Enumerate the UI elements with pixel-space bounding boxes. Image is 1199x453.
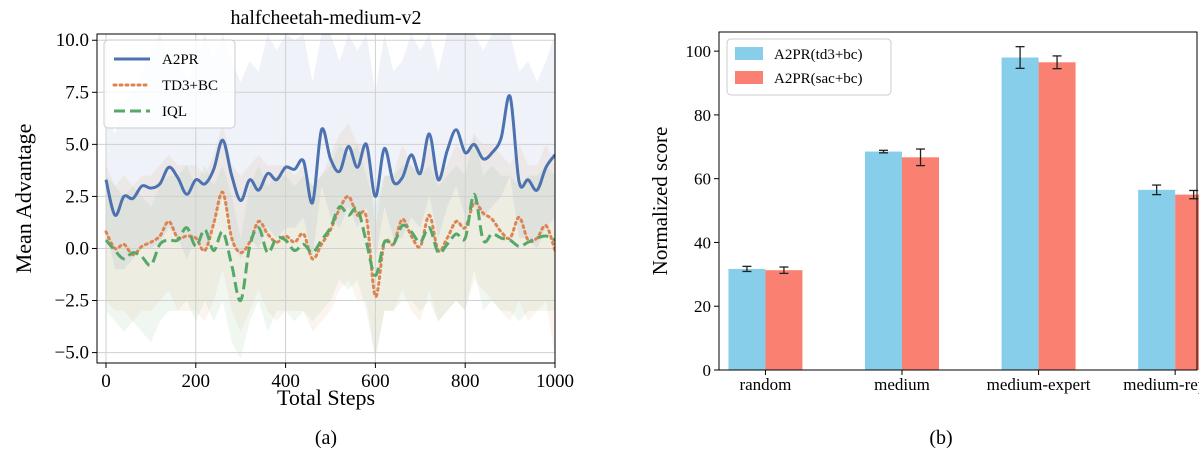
bar-0-0 [728, 268, 766, 370]
band-2 [106, 133, 555, 359]
x-ticks-b: random medium medium-expert medium-replay [739, 370, 1199, 394]
category-label: random [739, 375, 791, 394]
confidence-bands [106, 34, 555, 359]
y-tick-label: 100 [686, 42, 712, 61]
series-lines [104, 94, 555, 303]
legend-b: A2PR(td3+bc) A2PR(sac+bc) [726, 38, 892, 96]
y-axis-label-a: Mean Advantage [11, 124, 36, 274]
y-tick-label: 10.0 [56, 30, 89, 51]
chart-title-a: halfcheetah-medium-v2 [230, 7, 421, 29]
legend-label-0: A2PR [162, 52, 199, 68]
y-tick-label: 0 [703, 361, 712, 380]
y-tick-label: −5.0 [55, 343, 89, 364]
y-axis-label-b: Normalized score [648, 127, 672, 276]
x-tick-label: 600 [361, 371, 390, 392]
x-tick-label: 0 [101, 371, 111, 392]
bar-1-2 [1038, 62, 1076, 371]
y-tick-label: 40 [694, 233, 711, 252]
bar-0-3 [1138, 189, 1176, 370]
x-tick-label: 1000 [536, 371, 574, 392]
bar-1-0 [765, 270, 803, 370]
y-ticks-b: 0 20 40 60 80 100 [686, 42, 719, 380]
caption-a: (a) [315, 427, 337, 449]
bar-1-3 [1175, 194, 1199, 370]
legend-label-0: A2PR(td3+bc) [774, 47, 862, 63]
y-ticks-a: −5.0 −2.5 0.0 2.5 5.0 7.5 10.0 [55, 30, 97, 364]
y-tick-label: 60 [694, 170, 711, 189]
panel-a: 0 200 400 600 800 1000 −5.0 −2.5 0.0 2.5 5.0 7.5 10… [11, 7, 574, 449]
caption-b: (b) [929, 427, 952, 449]
x-tick-label: 400 [271, 371, 300, 392]
x-ticks-a: 0 200 400 600 800 1000 [101, 363, 574, 392]
series-line-0 [104, 94, 555, 217]
x-axis-label-a: Total Steps [277, 385, 375, 410]
y-tick-label: 5.0 [65, 134, 89, 155]
x-tick-label: 800 [451, 371, 480, 392]
legend-label-1: TD3+BC [162, 78, 218, 94]
bar-0-1 [865, 151, 903, 370]
legend-label-2: IQL [162, 104, 187, 120]
bar-1-1 [902, 157, 940, 370]
bars [728, 57, 1199, 371]
legend-a: A2PR TD3+BC IQL [103, 39, 236, 129]
plot-frame-a [96, 33, 556, 364]
panel-b: random medium medium-expert medium-replay 0… [648, 31, 1199, 449]
legend-box [103, 39, 236, 129]
legend-label-1: A2PR(sac+bc) [774, 71, 862, 87]
legend-box [726, 38, 892, 96]
y-tick-label: 7.5 [65, 82, 89, 103]
category-label: medium [874, 375, 930, 394]
y-tick-label: 0.0 [65, 238, 89, 259]
series-line-2 [104, 192, 555, 303]
y-tick-label: 20 [694, 297, 711, 316]
plot-frame-b [718, 31, 1198, 371]
y-tick-label: −2.5 [55, 291, 89, 312]
category-label: medium-replay [1123, 375, 1199, 394]
y-tick-label: 2.5 [65, 186, 89, 207]
legend-swatch-1 [735, 71, 763, 84]
legend-swatch-0 [735, 47, 763, 60]
x-tick-label: 200 [182, 371, 211, 392]
category-label: medium-expert [987, 375, 1091, 394]
y-tick-label: 80 [694, 106, 711, 125]
band-1 [106, 123, 555, 359]
bar-0-2 [1001, 57, 1039, 371]
